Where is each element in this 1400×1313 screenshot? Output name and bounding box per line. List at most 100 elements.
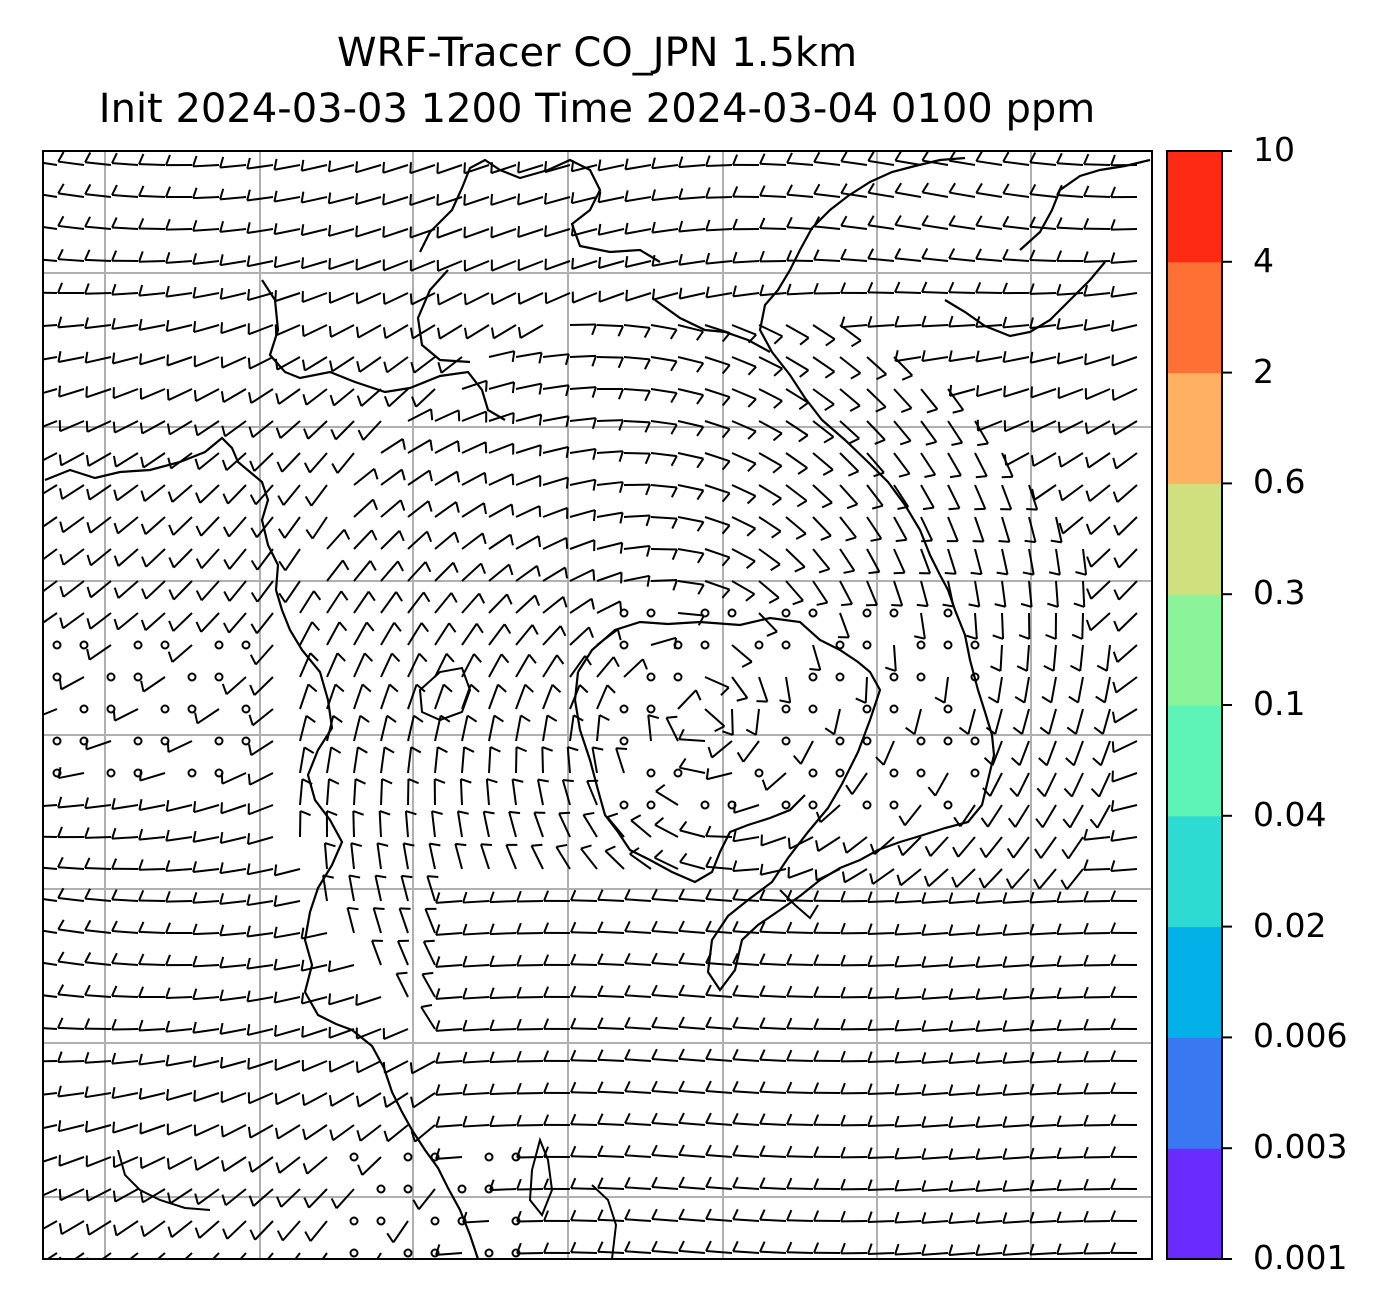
wind-barb <box>786 216 814 230</box>
wind-barb <box>219 893 247 905</box>
wind-barb <box>357 1156 382 1176</box>
wind-barb <box>596 324 624 337</box>
wind-barb <box>786 985 814 998</box>
wind-barb <box>543 1114 571 1126</box>
wind-barb <box>678 1048 706 1062</box>
colorbar-tick-label: 0.6 <box>1253 462 1306 502</box>
wind-barb <box>570 985 598 998</box>
wind-barb <box>732 251 760 264</box>
wind-barb <box>894 281 922 294</box>
wind-barb <box>650 516 678 530</box>
wind-barb <box>678 888 706 902</box>
wind-barb <box>246 925 274 938</box>
wind-barb <box>353 714 370 742</box>
wind-barb <box>111 250 139 262</box>
calm-wind-marker <box>160 736 170 746</box>
wind-barb <box>409 324 436 340</box>
wind-barb <box>348 874 361 902</box>
wind-barb <box>516 1242 544 1255</box>
wind-barb <box>1002 1084 1030 1096</box>
wind-barb <box>515 413 543 426</box>
wind-barb <box>867 923 895 936</box>
wind-barb <box>461 562 487 582</box>
wind-barb <box>85 1155 112 1168</box>
wind-barb <box>382 1028 409 1041</box>
wind-barb <box>921 350 949 363</box>
wind-barb <box>422 939 436 966</box>
wind-barb <box>246 189 274 202</box>
wind-barb <box>958 708 976 735</box>
wind-barb <box>948 1084 976 1097</box>
wind-barb <box>113 1252 139 1259</box>
wind-barb <box>462 923 490 936</box>
wind-barb <box>597 1081 625 1094</box>
wind-barb <box>57 919 85 934</box>
wind-barb <box>623 514 651 527</box>
wind-barb <box>490 259 517 272</box>
wind-barb <box>677 516 705 532</box>
wind-barb <box>1050 516 1063 544</box>
wind-barb <box>785 580 804 606</box>
wind-barb <box>975 248 1003 262</box>
wind-barb <box>894 350 922 363</box>
wind-barb <box>301 356 328 372</box>
wind-barb <box>894 987 922 1000</box>
wind-barb <box>436 259 463 272</box>
calm-wind-marker <box>619 736 629 746</box>
wind-barb <box>839 516 857 542</box>
wind-barb <box>891 580 904 607</box>
wind-barb <box>921 151 949 166</box>
wind-barb <box>376 1252 382 1259</box>
wind-barb <box>994 580 1007 608</box>
wind-barb <box>461 592 486 614</box>
calm-wind-marker <box>619 640 629 650</box>
wind-barb <box>839 452 860 477</box>
wind-barb <box>867 281 895 294</box>
wind-barb <box>490 292 517 306</box>
wind-barb <box>651 254 679 267</box>
colorbar-segment <box>1167 815 1222 928</box>
wind-barb <box>650 324 678 340</box>
wind-barb <box>875 740 895 766</box>
wind-barb <box>43 835 58 838</box>
wind-barb <box>624 888 652 902</box>
wind-barb <box>165 319 193 332</box>
calm-wind-marker <box>106 704 116 714</box>
wind-barb <box>1083 1210 1111 1223</box>
wind-barb <box>247 1124 274 1139</box>
wind-barb <box>326 652 346 678</box>
wind-barb <box>489 1019 517 1032</box>
wind-barb <box>975 1084 1003 1097</box>
wind-barb <box>111 952 139 966</box>
wind-barb <box>488 442 515 455</box>
wind-barb <box>59 548 85 566</box>
wind-barb <box>300 959 328 972</box>
wind-barb <box>248 708 274 727</box>
wind-barb <box>786 1081 814 1094</box>
wind-barb <box>326 590 349 614</box>
wind-barb <box>299 810 311 838</box>
wind-barb <box>138 953 166 966</box>
wind-barb <box>745 708 760 736</box>
wind-barb <box>948 248 976 262</box>
wind-barb <box>274 290 301 303</box>
wind-barb <box>758 452 783 474</box>
wind-barb <box>921 892 949 904</box>
calm-wind-marker <box>916 768 926 778</box>
wind-barb <box>894 955 922 968</box>
wind-barb <box>517 193 544 206</box>
wind-barb <box>571 291 598 304</box>
wind-barb <box>353 590 376 614</box>
wind-barb <box>948 1052 976 1065</box>
wind-barb <box>544 292 571 305</box>
colorbar-tick-label: 0.001 <box>1253 1238 1348 1277</box>
wind-barb <box>651 1240 679 1254</box>
wind-barb <box>435 1052 463 1064</box>
wind-barb <box>111 889 139 902</box>
wind-barb <box>953 804 976 828</box>
wind-barb <box>247 803 274 816</box>
wind-barb <box>1033 868 1057 890</box>
wind-barb <box>222 484 247 505</box>
wind-barb <box>975 182 1003 198</box>
wind-barb <box>1029 1115 1057 1128</box>
